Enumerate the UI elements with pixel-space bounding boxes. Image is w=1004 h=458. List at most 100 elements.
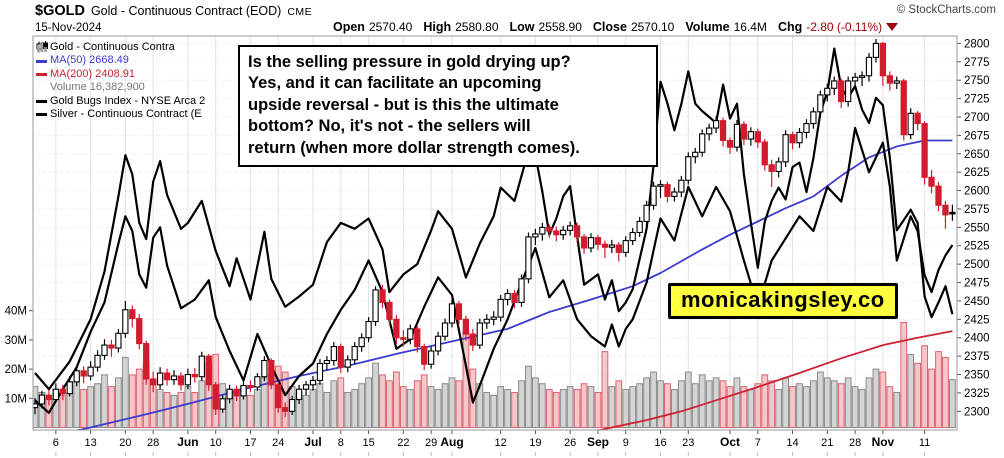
candle xyxy=(295,388,303,401)
candle xyxy=(469,333,476,346)
volume-bar xyxy=(587,386,595,428)
volume-bar xyxy=(247,394,254,429)
candle xyxy=(59,388,66,395)
price-axis-label: 2700 xyxy=(964,112,990,124)
volume-bar xyxy=(559,389,567,429)
legend-item: Gold - Continuous Contra xyxy=(36,41,205,54)
volume-bar xyxy=(886,386,894,428)
candle xyxy=(601,243,609,248)
ohlc-quote: Open 2570.40 High 2580.80 Low 2558.90 Close 257… xyxy=(322,20,899,34)
volume-bar xyxy=(726,386,734,428)
x-axis-label: 17 xyxy=(244,437,256,449)
legend-item: Volume 16,382,900 xyxy=(36,42,205,94)
candle xyxy=(115,332,122,349)
candle xyxy=(434,335,442,352)
candle xyxy=(733,123,741,148)
volume-bar xyxy=(80,389,88,429)
volume-value: 16.4M xyxy=(733,20,767,34)
legend-label: Silver - Continuous Contract (E xyxy=(50,107,202,120)
volume-bar xyxy=(664,383,671,429)
volume-bar xyxy=(775,389,783,429)
x-axis-label: 13 xyxy=(84,437,96,449)
x-axis-label: Jul xyxy=(304,435,321,449)
candle xyxy=(129,309,136,320)
candle xyxy=(879,42,887,77)
volume-bar xyxy=(490,394,498,429)
candle xyxy=(372,289,379,323)
volume-bar xyxy=(497,386,505,428)
x-axis-label: 8 xyxy=(338,437,344,449)
legend-label: Volume 16,382,900 xyxy=(50,81,145,94)
x-axis-label: 21 xyxy=(821,437,833,449)
x-axis-label: 29 xyxy=(425,437,437,449)
legend-label: Gold Bugs Index - NYSE Arca 2 xyxy=(50,94,206,107)
candle xyxy=(45,394,53,401)
volume-bar xyxy=(372,362,379,429)
quote-row: 15-Nov-2024 Open 2570.40 High 2580.80 Low 255… xyxy=(35,20,995,34)
symbol: $GOLD xyxy=(35,3,85,19)
volume-bar xyxy=(198,380,206,428)
volume-bar xyxy=(900,321,908,429)
candle xyxy=(719,120,727,142)
close-label: Close xyxy=(592,20,627,34)
volume-bar xyxy=(949,379,956,428)
volume-bar xyxy=(191,391,199,428)
price-axis-label: 2775 xyxy=(964,57,990,69)
candle xyxy=(351,345,358,361)
line-icon xyxy=(36,59,50,63)
candle xyxy=(726,139,734,148)
volume-bar xyxy=(935,351,942,428)
volume-bar xyxy=(184,386,192,428)
price-axis-label: 2475 xyxy=(964,278,990,290)
candle xyxy=(518,278,525,303)
candle xyxy=(455,303,463,320)
x-axis-label: Nov xyxy=(872,435,895,449)
price-axis-label: 2450 xyxy=(964,296,990,308)
volume-bar xyxy=(177,391,185,428)
watermark-badge[interactable]: monicakingsley.co xyxy=(668,283,898,319)
volume-bar xyxy=(108,386,115,428)
candle xyxy=(309,379,317,386)
price-axis-label: 2325 xyxy=(964,388,990,400)
candle xyxy=(893,80,900,84)
candle xyxy=(803,123,810,133)
candle xyxy=(907,112,914,136)
candle xyxy=(671,191,678,197)
volume-bar xyxy=(893,391,901,428)
candle xyxy=(407,328,414,340)
candle xyxy=(344,359,351,368)
candle xyxy=(448,303,456,324)
candle xyxy=(858,75,866,78)
candle xyxy=(476,322,483,346)
candle xyxy=(914,112,921,125)
candle xyxy=(921,123,928,178)
candle xyxy=(441,322,449,337)
volume-bar xyxy=(865,377,873,428)
volume-bar xyxy=(823,377,831,428)
candle xyxy=(427,350,435,365)
volume-bar xyxy=(921,345,929,428)
volume-bar xyxy=(281,371,289,428)
legend-label: MA(200) 2408.91 xyxy=(50,67,135,80)
candle xyxy=(838,80,845,103)
volume-bar xyxy=(872,368,880,429)
volume-bar xyxy=(66,391,74,428)
x-axis-label: 16 xyxy=(654,437,666,449)
candle xyxy=(497,298,504,318)
volume-bar xyxy=(810,380,817,428)
volume-bar xyxy=(441,383,449,429)
change-down-triangle-icon xyxy=(886,23,899,31)
volume-bar xyxy=(413,380,421,428)
line-icon xyxy=(36,72,50,76)
volume-bar xyxy=(858,389,866,429)
price-axis-label: 2425 xyxy=(964,314,990,326)
volume-bar xyxy=(504,389,512,429)
candle xyxy=(212,384,219,410)
x-axis-label: 28 xyxy=(849,437,861,449)
candle xyxy=(136,318,143,345)
price-axis-label: 2375 xyxy=(964,351,990,363)
candle xyxy=(205,355,212,386)
volume-bar xyxy=(837,383,845,429)
candle xyxy=(80,370,87,377)
volume-bar xyxy=(851,386,859,428)
